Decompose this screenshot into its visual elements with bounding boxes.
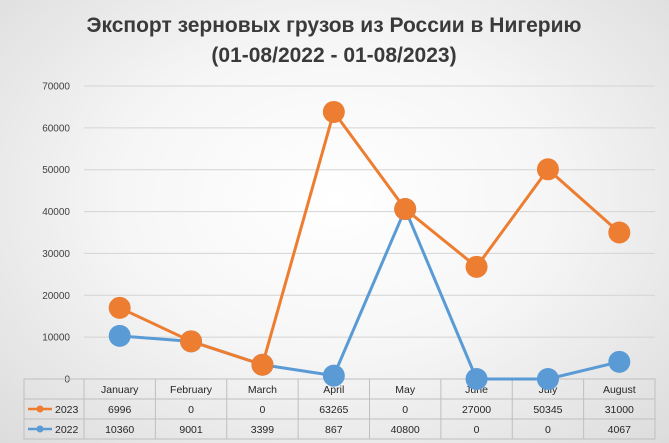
data-point-2023 [536,158,559,181]
y-axis-ticks: 0 10000 20000 30000 40000 50000 60000 70000 [42,82,70,386]
table-cell-2022: 0 [474,424,480,436]
data-point-2022 [108,324,131,347]
y-tick-label: 10000 [42,333,70,344]
data-point-2023 [394,198,417,221]
x-category-label: April [323,384,344,396]
table-cell-2022: 867 [325,424,343,436]
legend-label-2022: 2022 [55,424,79,436]
legend-marker-2022 [36,425,44,433]
legend-label-2023: 2023 [55,404,79,416]
table-cell-2022: 4067 [608,424,632,436]
table-cell-2023: 0 [188,404,194,416]
data-point-2022 [608,350,631,373]
y-tick-label: 30000 [42,249,70,260]
series-line-2022 [119,207,620,381]
y-tick-label: 0 [64,375,70,386]
gridlines [84,85,655,338]
data-point-2023 [465,255,488,278]
table-cell-2022: 10360 [105,424,134,436]
data-point-2023 [608,221,631,244]
table-cell-2023: 27000 [462,404,491,416]
legend-marker-2023 [36,405,44,413]
data-table: JanuaryFebruaryMarchAprilMayJuneJulyAugu… [23,378,656,440]
series-line-2023 [119,110,621,367]
table-cell-2022: 0 [545,424,551,436]
x-category-label: February [170,384,213,396]
x-category-label: May [395,384,416,396]
y-tick-label: 20000 [42,291,70,302]
data-point-2022 [465,368,488,390]
y-tick-label: 50000 [42,165,70,176]
table-cell-2023: 31000 [605,404,634,416]
y-tick-label: 70000 [42,82,70,93]
x-category-label: January [101,384,139,396]
x-category-label: March [248,384,277,396]
y-tick-label: 40000 [42,207,70,218]
x-category-label: August [603,384,636,396]
data-point-2023 [180,330,203,353]
table-cell-2023: 0 [402,404,408,416]
data-point-2022 [536,368,559,390]
y-tick-label: 60000 [42,123,70,134]
table-cell-2023: 0 [260,404,266,416]
data-point-2023 [322,100,345,123]
series-layer [108,100,631,390]
chart-title-line1: Экспорт зерновых грузов из России в Ниге… [87,14,582,37]
table-cell-2023: 63265 [319,404,348,416]
table-cell-2023: 50345 [533,404,562,416]
table-cell-2022: 9001 [179,424,203,436]
data-point-2023 [108,296,131,319]
table-cell-2022: 3399 [251,424,275,436]
data-point-2023 [251,353,274,376]
chart-title-line2: (01-08/2022 - 01-08/2023) [211,44,456,67]
table-cell-2022: 40800 [391,424,420,436]
data-point-2022 [322,364,345,387]
table-cell-2023: 6996 [108,404,132,416]
